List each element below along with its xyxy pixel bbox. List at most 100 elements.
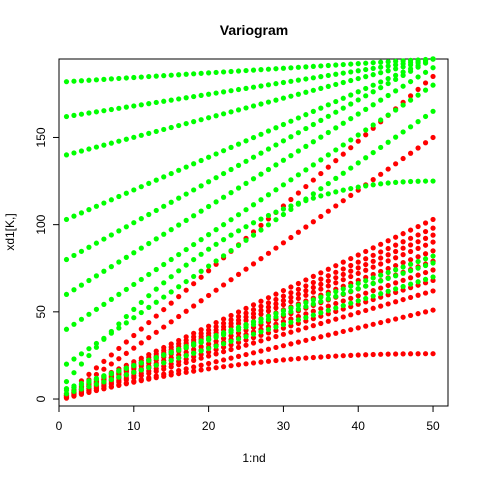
data-point [288,118,294,124]
data-point [161,261,167,268]
data-point [348,61,354,67]
data-point [393,179,399,185]
data-point [318,157,324,163]
data-point [393,299,399,305]
data-point [288,134,294,140]
data-point [348,101,354,107]
data-point [206,337,212,343]
data-point [206,323,212,329]
data-point [407,248,414,255]
data-point [228,346,234,353]
data-point [348,69,354,75]
data-point [108,264,114,270]
data-point [348,137,354,143]
data-point [191,119,197,125]
data-point [243,180,249,186]
data-point [63,152,70,158]
data-point [228,217,234,223]
data-point [258,131,264,137]
data-point [265,358,272,364]
data-point [258,150,264,156]
data-point [378,255,384,261]
data-point [430,216,436,223]
data-point [213,199,219,205]
data-point [273,217,279,223]
data-point [86,244,92,250]
data-point [220,357,227,363]
data-point [250,202,257,208]
data-point [325,164,331,170]
data-point [161,352,167,358]
data-point [325,278,331,284]
data-point [363,155,369,161]
data-point [243,351,249,358]
data-point [303,314,309,321]
data-point [363,74,369,80]
data-point [385,275,391,281]
data-point [385,238,391,244]
data-point [250,220,257,226]
data-point [71,370,77,376]
data-point [393,267,399,273]
data-point [78,380,85,387]
data-point [123,339,129,345]
data-point [363,323,369,329]
data-point [191,346,197,353]
data-point [183,164,189,170]
data-point [355,184,361,190]
data-point [220,237,227,243]
data-point [86,378,92,384]
data-point [400,296,406,303]
data-point [213,151,219,157]
data-point [318,134,324,140]
data-point [378,144,384,151]
data-point [370,305,376,311]
data-point [385,245,391,252]
data-point [228,355,234,361]
data-point [146,240,152,247]
data-point [340,105,346,111]
data-point [355,61,361,67]
data-point [303,125,309,132]
data-point [415,311,421,317]
data-point [333,175,339,181]
data-point [176,355,182,361]
data-point [213,343,219,349]
data-point [393,88,399,94]
data-point [146,335,152,341]
data-point [422,140,429,146]
data-point [325,296,331,302]
data-point [71,252,77,259]
data-point [153,355,159,361]
data-point [71,383,77,389]
data-point [93,344,100,350]
data-point [131,187,137,193]
data-point [303,64,309,70]
data-point [71,356,77,362]
data-point [191,93,197,100]
data-point [385,166,391,172]
data-point [333,71,339,77]
data-point [378,303,384,309]
data-point [63,216,70,223]
data-point [303,303,309,310]
data-point [303,89,309,95]
data-point [168,350,174,356]
data-point [348,77,354,84]
data-point [333,125,339,131]
data-point [206,345,212,352]
data-point [116,193,122,200]
data-point [310,219,316,225]
data-point [258,83,264,89]
data-point [340,271,346,278]
data-point [123,313,129,320]
data-point [71,112,77,118]
data-point [295,339,301,345]
data-point [273,301,279,307]
data-point [303,283,309,289]
data-point [191,330,197,336]
data-point [206,203,212,210]
data-point [176,294,182,300]
data-point [146,352,152,358]
data-point [250,154,257,160]
